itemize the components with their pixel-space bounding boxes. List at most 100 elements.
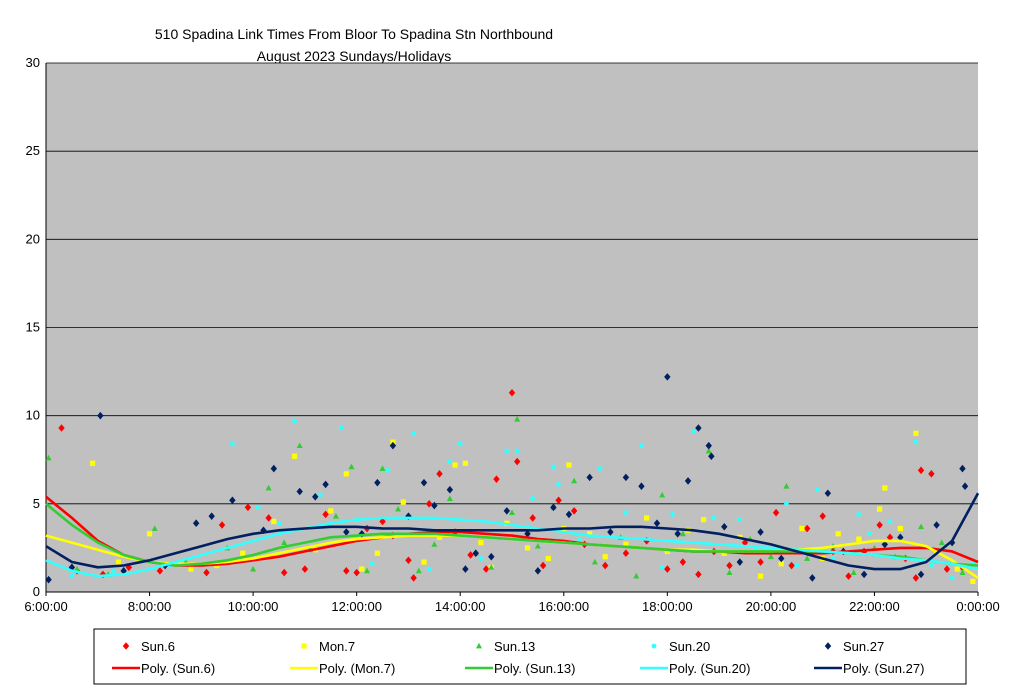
x-tick-label: 22:00:00 [849, 599, 900, 614]
data-point [887, 519, 893, 524]
data-point [711, 515, 717, 521]
data-point [767, 553, 774, 560]
data-point [343, 471, 349, 477]
data-point [151, 525, 158, 531]
data-point [778, 561, 784, 567]
legend-label: Poly. (Sun.6) [141, 661, 215, 676]
data-point [482, 565, 490, 573]
data-point [240, 550, 246, 556]
data-point [726, 561, 733, 570]
data-point [587, 531, 593, 537]
x-tick-label: 20:00:00 [746, 599, 797, 614]
data-point [74, 565, 81, 572]
legend-box [93, 628, 967, 685]
data-point [804, 555, 811, 561]
data-point [845, 572, 852, 580]
data-point [411, 430, 417, 436]
data-point [913, 439, 919, 445]
data-point [208, 512, 215, 520]
legend-marker [122, 642, 130, 650]
data-point [488, 564, 495, 570]
data-point [690, 429, 696, 434]
data-point [788, 561, 795, 570]
data-point [513, 457, 521, 466]
data-point [115, 559, 122, 565]
data-point [586, 473, 593, 482]
data-point [961, 482, 969, 490]
data-point [374, 550, 380, 556]
y-tick-label: 25 [26, 143, 40, 158]
data-point [421, 559, 427, 565]
legend-marker [301, 643, 307, 649]
data-point [679, 530, 686, 537]
data-point [566, 462, 572, 468]
legend-label: Sun.13 [494, 639, 535, 654]
data-point [623, 541, 629, 547]
legend-marker [651, 643, 657, 649]
data-point [192, 519, 200, 528]
data-point [815, 487, 820, 493]
data-point [146, 531, 153, 537]
data-point [425, 500, 433, 508]
data-point [954, 566, 960, 572]
data-point [721, 522, 728, 531]
data-point [431, 541, 438, 547]
data-point [565, 510, 573, 519]
data-point [410, 574, 417, 582]
data-point [488, 552, 495, 561]
data-point [856, 512, 862, 517]
data-point [359, 566, 365, 572]
data-point [405, 556, 412, 565]
data-point [395, 505, 402, 512]
data-point [338, 425, 344, 431]
data-point [379, 517, 386, 526]
data-point [664, 548, 670, 555]
data-point [291, 453, 298, 459]
data-point [824, 489, 832, 498]
data-point [265, 484, 272, 491]
data-point [318, 492, 323, 498]
data-point [462, 460, 468, 466]
data-point [918, 523, 925, 530]
data-point [45, 454, 52, 461]
data-point [244, 503, 252, 512]
data-point [296, 442, 303, 449]
data-point [700, 517, 707, 523]
data-point [570, 507, 578, 515]
data-point [653, 519, 661, 528]
data-point [949, 575, 955, 581]
data-point [809, 574, 816, 582]
data-point [271, 518, 277, 525]
data-point [322, 510, 329, 519]
legend-label: Sun.6 [141, 639, 175, 654]
data-point [120, 567, 127, 575]
data-point [260, 526, 267, 535]
data-point [633, 572, 640, 579]
x-tick-label: 0:00:00 [956, 599, 999, 614]
data-point [534, 567, 542, 575]
data-point [156, 567, 164, 575]
data-point [69, 573, 75, 579]
data-point [799, 525, 805, 532]
data-point [431, 501, 438, 510]
data-point [659, 564, 665, 570]
data-point [550, 503, 557, 512]
data-point [897, 525, 903, 532]
data-point [426, 566, 432, 572]
data-point [374, 478, 381, 487]
data-point [436, 534, 443, 540]
x-tick-label: 6:00:00 [24, 599, 67, 614]
data-point [695, 424, 702, 432]
data-point [674, 530, 681, 538]
data-point [551, 464, 556, 470]
data-point [970, 578, 976, 585]
data-point [250, 565, 257, 572]
legend-label: Poly. (Sun.20) [669, 661, 750, 676]
x-tick-label: 12:00:00 [331, 599, 382, 614]
x-tick-label: 14:00:00 [435, 599, 486, 614]
legend-label: Mon.7 [319, 639, 355, 654]
data-point [348, 463, 355, 470]
data-point [472, 549, 479, 558]
data-point [280, 568, 288, 577]
series-sun-13 [45, 415, 966, 579]
